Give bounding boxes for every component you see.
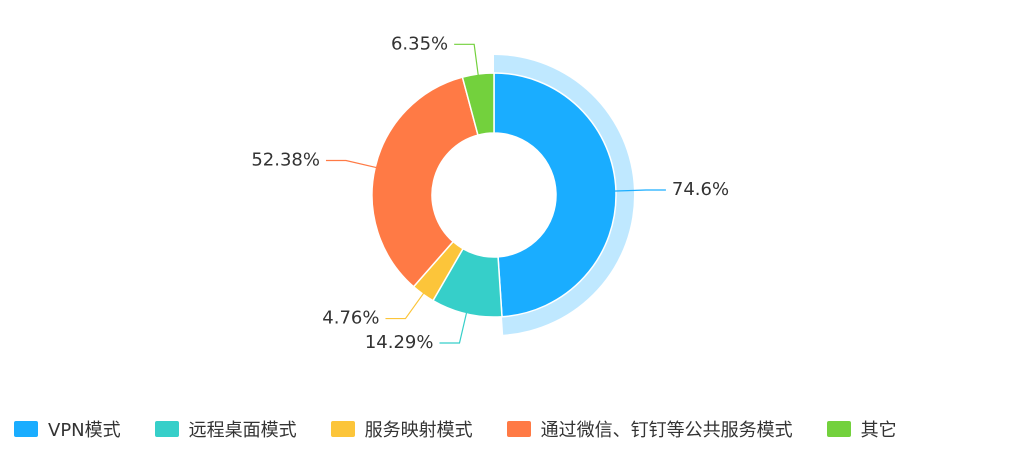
slice: [371, 76, 479, 288]
legend-swatch: [506, 421, 531, 437]
legend-item[interactable]: 其它: [826, 416, 897, 442]
data-label: 52.38%: [251, 149, 320, 170]
data-label: 14.29%: [365, 332, 434, 353]
legend-swatch: [330, 421, 355, 437]
legend-swatch: [14, 421, 38, 437]
slice: [493, 72, 617, 318]
legend-label: 通过微信、钉钉等公共服务模式: [540, 420, 793, 441]
legend-item[interactable]: 通过微信、钉钉等公共服务模式: [506, 416, 793, 442]
legend-label: 服务映射模式: [364, 420, 473, 441]
label-line: [454, 43, 480, 79]
label-line: [385, 290, 426, 320]
label-line: [439, 309, 468, 344]
legend-label: 远程桌面模式: [188, 420, 297, 441]
data-label: 74.6%: [672, 179, 729, 200]
legend-label: 其它: [860, 420, 897, 441]
legend-item[interactable]: 服务映射模式: [330, 416, 473, 442]
data-label: 6.35%: [391, 33, 448, 54]
slice: [461, 72, 495, 137]
legend-item[interactable]: VPN模式: [14, 416, 121, 442]
label-line: [611, 189, 666, 192]
label-line: [325, 159, 380, 169]
legend: VPN模式 远程桌面模式 服务映射模式 通过微信、钉钉等公共服务模式 其它: [14, 416, 897, 442]
chart: 74.6% 14.29% 4.76% 52.38% 6.35%: [251, 33, 729, 353]
slice-highlight: [494, 55, 634, 335]
legend-swatch: [826, 421, 851, 437]
legend-swatch: [154, 421, 179, 437]
data-label: 4.76%: [322, 308, 379, 329]
legend-item[interactable]: 远程桌面模式: [154, 416, 297, 442]
legend-label: VPN模式: [48, 420, 121, 441]
